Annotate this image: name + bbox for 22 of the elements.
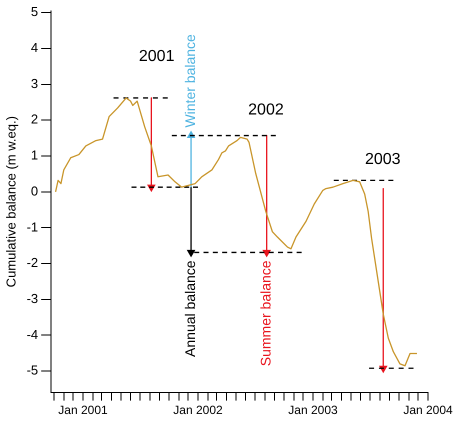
y-tick-label: 3 [30,76,38,91]
y-tick-label: -3 [26,290,38,306]
y-tick-label: 0 [30,183,38,198]
x-tick-label: Jan 2004 [403,403,454,418]
text: Winter balance [182,34,198,128]
y-tick-label: 4 [30,40,38,56]
y-tick-label: -1 [26,219,38,234]
y-tick-label: -5 [26,362,38,378]
annotation: 2002 [248,101,284,118]
y-tick-label: -4 [26,326,38,342]
y-tick-label: 1 [30,148,38,163]
y-tick-label: -2 [26,255,38,270]
text: Annual balance [182,260,198,357]
x-tick-label: Jan 2003 [288,403,338,418]
x-tick-label: Jan 2001 [58,403,108,418]
annotation: 2001 [138,48,175,66]
annotation: 2003 [364,151,401,168]
y-tick-label: 2 [30,112,38,127]
y-tick-label: 5 [30,4,38,20]
y-axis-title: Cumulative balance (m w.eq.) [3,116,18,288]
x-tick-label: Jan 2002 [173,403,223,418]
text: Summer balance [258,260,274,366]
